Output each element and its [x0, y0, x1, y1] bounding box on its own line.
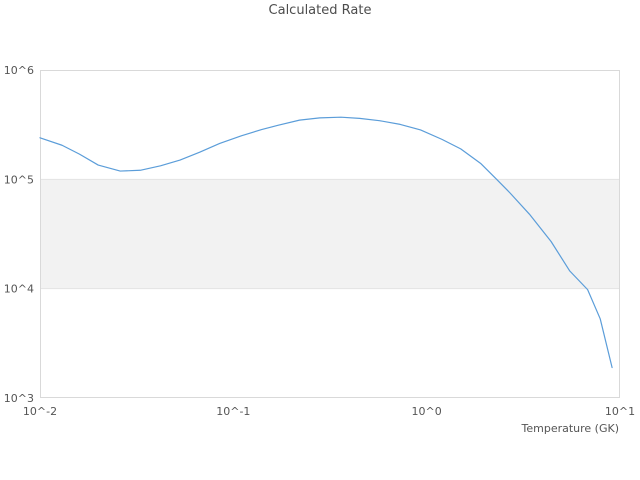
plot-border [40, 70, 620, 398]
chart-title: Calculated Rate [268, 3, 372, 18]
x-tick-label: 10^0 [412, 405, 442, 418]
x-tick-label: 10^1 [605, 405, 635, 418]
y-tick-label: 10^6 [4, 64, 34, 77]
x-tick-label: 10^-1 [216, 405, 250, 418]
highlight-band [40, 179, 620, 289]
y-tick-label: 10^4 [4, 283, 34, 296]
x-tick-label: 10^-2 [23, 405, 57, 418]
rate-line [39, 116, 613, 369]
y-tick-label: 10^3 [4, 392, 34, 405]
x-axis-label: Temperature (GK) [521, 422, 620, 435]
y-tick-label: 10^5 [4, 173, 34, 186]
